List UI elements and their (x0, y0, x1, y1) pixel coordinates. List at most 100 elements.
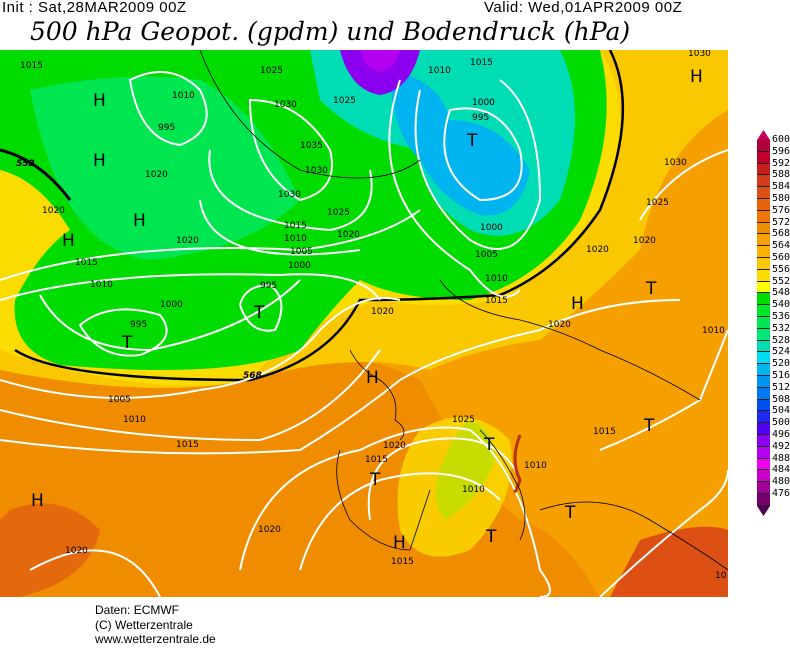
isobar-label: 1025 (327, 208, 350, 218)
legend-cell: 584 (757, 182, 790, 199)
low-marker: T (483, 435, 495, 455)
legend-cell: 500 (757, 418, 790, 435)
legend-cell: 596 (757, 146, 790, 164)
legend-label: 572 (772, 216, 790, 228)
isobar-label: 1000 (288, 261, 311, 271)
website[interactable]: www.wetterzentrale.de (95, 632, 216, 646)
copyright: (C) Wetterzentrale (95, 617, 193, 632)
legend-label: 516 (772, 369, 790, 381)
legend-label: 596 (772, 145, 790, 157)
legend-cell: 588 (757, 170, 790, 188)
legend-cell: 476 (757, 488, 790, 506)
legend-label: 476 (772, 487, 790, 499)
legend-cell: 600 (757, 135, 790, 152)
isobar-label: 1015 (593, 427, 616, 437)
legend-label: 488 (772, 452, 790, 464)
isobar-labels: 1015 1010 1025 1010 1015 1030 995 1030 1025 1… (20, 50, 727, 581)
legend-top-arrow (757, 130, 770, 140)
legend-cell: 516 (757, 370, 790, 388)
isobar-label: 1020 (383, 441, 406, 451)
isobar-label: 1025 (646, 198, 669, 208)
legend-cell: 528 (757, 335, 790, 353)
contour-label: 568 (243, 371, 262, 381)
legend-label: 548 (772, 287, 790, 299)
isobar-label: 1020 (65, 546, 88, 556)
legend-label: 528 (772, 334, 790, 346)
isobar-label: 1005 (290, 247, 313, 257)
legend-label: 520 (772, 358, 790, 370)
legend-label: 512 (772, 381, 790, 393)
isobar-label: 1020 (633, 236, 656, 246)
isobar-label: 1020 (586, 245, 609, 255)
high-marker: H (571, 294, 584, 314)
legend-label: 600 (772, 134, 790, 145)
legend-cell: 552 (757, 276, 790, 294)
legend-cell: 524 (757, 347, 790, 365)
legend-label: 556 (772, 263, 790, 275)
isobar-label: 1015 (470, 58, 493, 68)
legend-cell: 560 (757, 252, 790, 270)
isobar-label: 1010 (462, 485, 485, 495)
isobar-label: 1010 (123, 415, 146, 425)
high-marker: H (31, 491, 44, 511)
legend-cell: 568 (757, 229, 790, 247)
high-marker: H (366, 368, 379, 388)
isobar-label: 1020 (145, 170, 168, 180)
arrow-annotation (513, 434, 522, 493)
isobar-label: 1010 (524, 461, 547, 471)
legend-label: 576 (772, 204, 790, 216)
isobar-label: 1020 (371, 307, 394, 317)
legend-label: 532 (772, 322, 790, 334)
isobar-label: 1020 (548, 320, 571, 330)
high-marker: H (690, 67, 703, 87)
legend-cell: 488 (757, 453, 790, 471)
legend-cell: 508 (757, 394, 790, 412)
low-marker: T (564, 503, 576, 523)
legend-cell: 576 (757, 205, 790, 223)
valid-time: Valid: Wed,01APR2009 00Z (484, 0, 683, 16)
high-marker: H (133, 211, 146, 231)
isobar-label: 1030 (274, 100, 297, 110)
isobar-label: 1010 (172, 91, 195, 101)
legend-cell: 592 (757, 158, 790, 176)
isobar-label: 995 (130, 320, 147, 330)
high-marker: H (393, 533, 406, 553)
legend-label: 592 (772, 157, 790, 169)
isobar-label: 1015 (365, 455, 388, 465)
legend-label: 588 (772, 169, 790, 181)
isobar-label: 1015 (485, 296, 508, 306)
isobar-label: 1010 (90, 280, 113, 290)
legend-label: 504 (772, 405, 790, 417)
legend-cell: 580 (757, 193, 790, 211)
legend-cell: 548 (757, 288, 790, 306)
isobar-label: 1000 (480, 223, 503, 233)
isobar-label: 1015 (284, 221, 307, 231)
legend-cell: 520 (757, 359, 790, 376)
data-source: Daten: ECMWF (95, 603, 180, 617)
legend-label: 480 (772, 476, 790, 488)
isobar-label: 1030 (664, 158, 687, 168)
high-marker: H (93, 91, 106, 111)
legend-label: 540 (772, 299, 790, 311)
isobar-label: 1030 (688, 50, 711, 59)
isobar-label: 995 (158, 123, 175, 133)
low-marker: T (253, 303, 265, 323)
legend-label: 568 (772, 228, 790, 240)
isobar-label: 1025 (333, 96, 356, 106)
legend-cell: 496 (757, 429, 790, 447)
low-marker: T (645, 279, 657, 299)
high-marker: H (62, 231, 75, 251)
legend-cell: 480 (757, 477, 790, 494)
color-legend: 600 596 592 588 584 580 576 572 568 564 560 556 552 5… (757, 130, 790, 516)
legend-label: 508 (772, 393, 790, 405)
legend-label: 580 (772, 192, 790, 204)
weather-map: 1015 1010 1025 1010 1015 1030 995 1030 1025 1… (0, 50, 728, 597)
isobar-label: 1030 (305, 166, 328, 176)
isobar-label: 1020 (258, 525, 281, 535)
isobar-label: 1020 (42, 206, 65, 216)
init-time: Init : Sat,28MAR2009 00Z (2, 0, 187, 16)
isobar-label: 1025 (452, 415, 475, 425)
high-marker: H (93, 151, 106, 171)
isobar-label: 1015 (176, 440, 199, 450)
legend-cell: 572 (757, 217, 790, 235)
